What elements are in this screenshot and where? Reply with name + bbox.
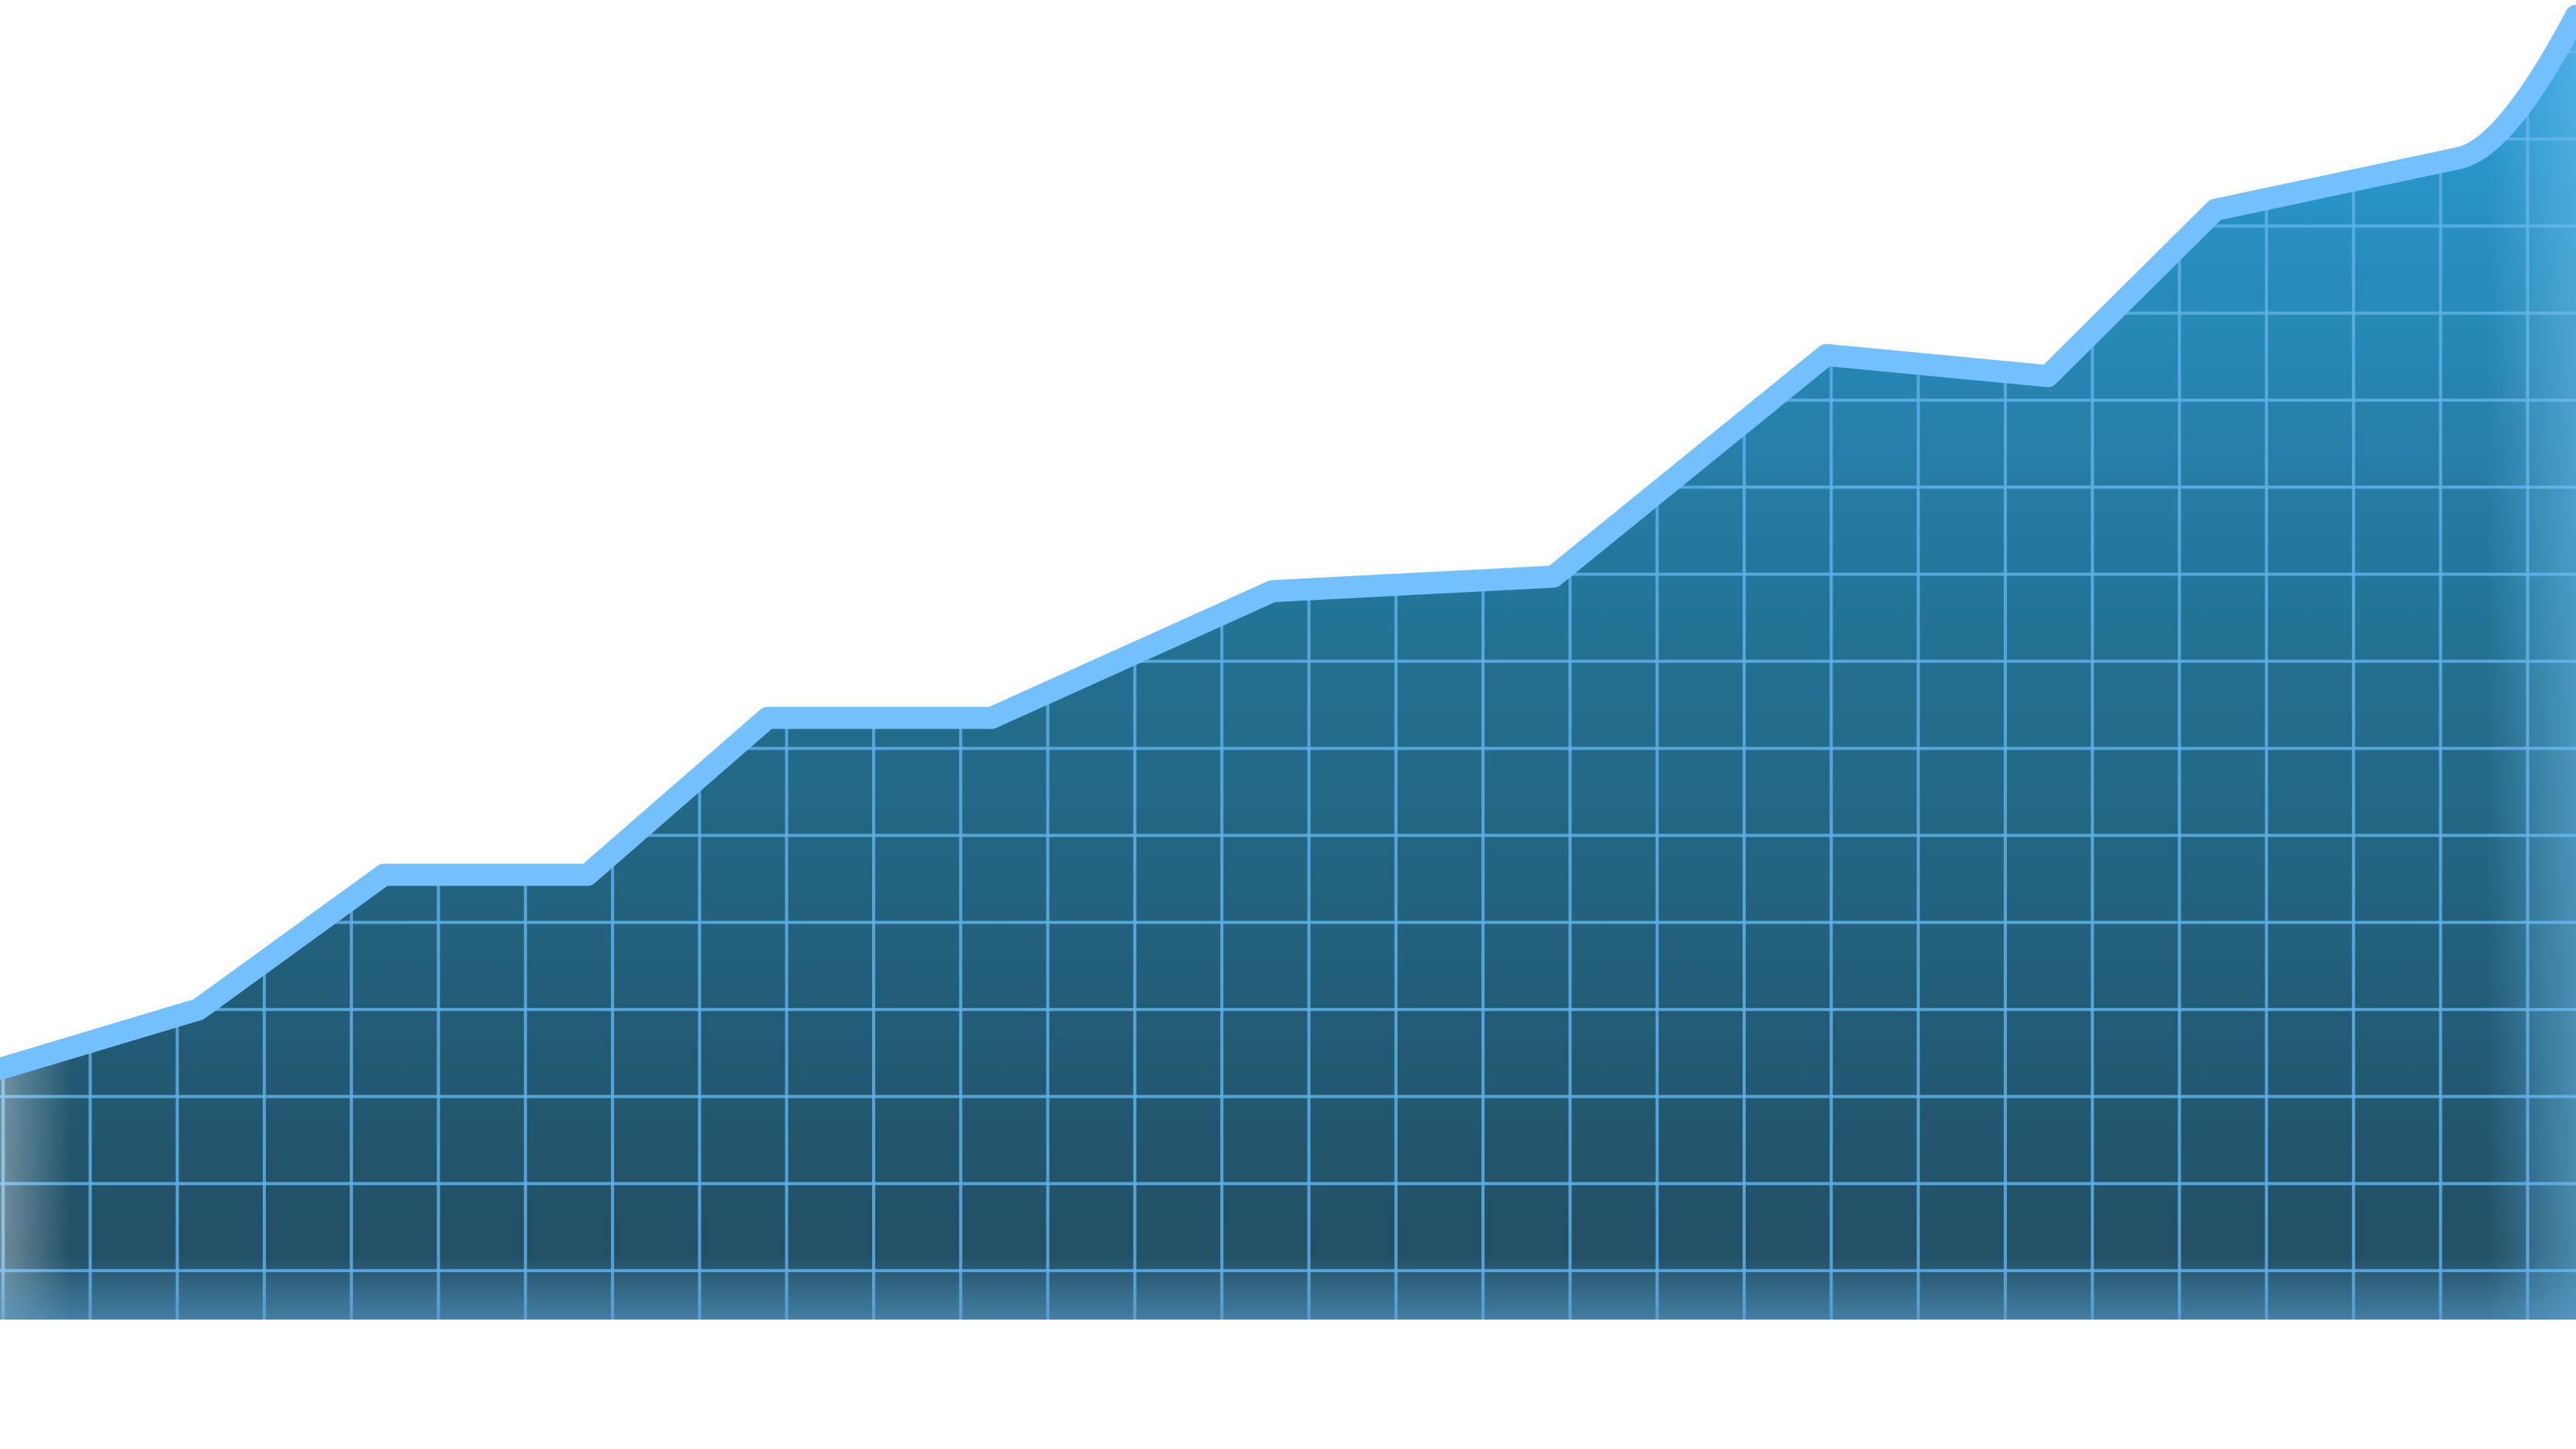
edge-fade-bottom [0, 1255, 2576, 1320]
edge-fade-left [0, 16, 71, 1320]
series-line [0, 5, 2576, 1080]
area-fill [0, 16, 2576, 1320]
edge-fade-right [2486, 16, 2576, 1320]
